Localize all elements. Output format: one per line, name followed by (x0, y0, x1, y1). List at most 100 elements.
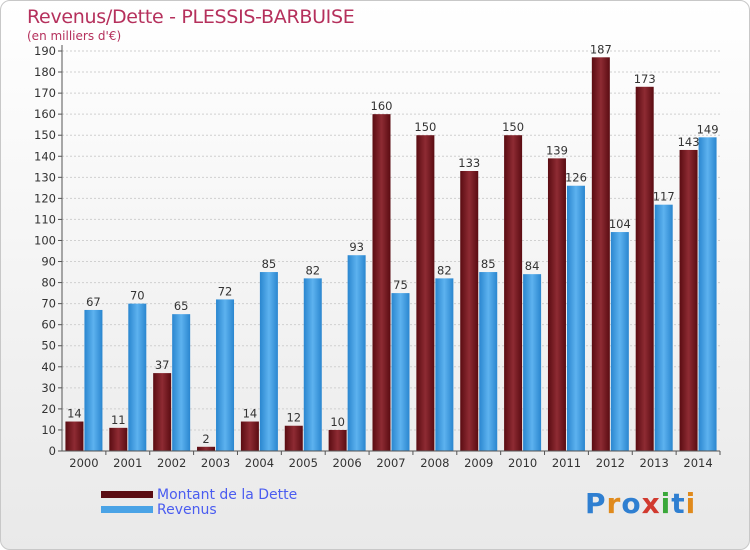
y-tick-label: 70 (41, 297, 56, 311)
data-label: 143 (678, 135, 700, 149)
data-label: 82 (437, 263, 452, 277)
bar-dette (109, 427, 128, 451)
bar-revenus (303, 278, 322, 451)
y-tick-label: 130 (34, 170, 56, 184)
data-label: 126 (565, 171, 587, 185)
y-tick-label: 90 (41, 255, 56, 269)
data-label: 11 (111, 413, 126, 427)
bar-revenus (347, 255, 366, 451)
y-tick-label: 190 (34, 44, 56, 58)
chart-subtitle: (en milliers d'€) (27, 29, 122, 43)
data-label: 173 (634, 72, 656, 86)
bar-revenus (610, 232, 629, 451)
x-tick-label: 2002 (157, 456, 186, 470)
bar-dette (240, 421, 259, 451)
x-tick-label: 2008 (420, 456, 449, 470)
y-tick-label: 40 (41, 360, 56, 374)
x-tick-label: 2010 (508, 456, 537, 470)
x-tick-label: 2004 (245, 456, 274, 470)
data-label: 10 (330, 415, 345, 429)
data-label: 149 (697, 122, 719, 136)
data-label: 93 (349, 240, 364, 254)
y-tick-label: 10 (41, 423, 56, 437)
bar-dette (679, 149, 698, 451)
logo-letter: t (671, 487, 686, 520)
y-tick-label: 120 (34, 191, 56, 205)
bar-revenus (84, 309, 103, 451)
data-label: 65 (174, 299, 189, 313)
proxiti-logo: Proxiti (585, 487, 696, 520)
data-label: 67 (86, 295, 101, 309)
x-tick-label: 2003 (201, 456, 230, 470)
x-tick-label: 2005 (289, 456, 318, 470)
bar-dette (547, 158, 566, 452)
bar-revenus (566, 185, 585, 451)
x-tick-label: 2014 (683, 456, 712, 470)
y-tick-label: 60 (41, 318, 56, 332)
logo-letter: P (585, 487, 607, 520)
data-label: 82 (305, 263, 320, 277)
bar-revenus (435, 278, 454, 451)
y-tick-label: 0 (49, 444, 56, 458)
x-tick-label: 2000 (69, 456, 98, 470)
data-label: 150 (414, 120, 436, 134)
bar-dette (416, 135, 435, 452)
y-tick-label: 50 (41, 339, 56, 353)
bar-revenus (479, 272, 498, 451)
x-tick-label: 2007 (376, 456, 405, 470)
data-label: 133 (458, 156, 480, 170)
data-label: 85 (481, 257, 496, 271)
x-tick-label: 2011 (552, 456, 581, 470)
legend-swatch-revenus (101, 506, 153, 513)
bar-dette (372, 114, 391, 451)
logo-letter: r (606, 487, 622, 520)
bar-revenus (523, 274, 542, 451)
y-tick-label: 140 (34, 149, 56, 163)
bar-dette (197, 446, 216, 451)
data-label: 84 (525, 259, 540, 273)
bar-revenus (128, 303, 147, 451)
chart-title: Revenus/Dette - PLESSIS-BARBUISE (27, 6, 355, 28)
chart-legend: Montant de la Dette Revenus (101, 487, 297, 518)
bar-dette (504, 135, 523, 452)
data-label: 12 (286, 411, 301, 425)
x-tick-label: 2001 (113, 456, 142, 470)
bar-revenus (259, 272, 278, 451)
data-label: 150 (502, 120, 524, 134)
bar-dette (328, 429, 347, 451)
bar-dette (591, 57, 610, 451)
y-tick-label: 20 (41, 402, 56, 416)
legend-swatch-dette (101, 491, 153, 498)
bar-revenus (698, 137, 717, 451)
data-label: 75 (393, 278, 408, 292)
bar-dette (284, 425, 303, 451)
logo-letter: o (621, 487, 642, 520)
bar-revenus (172, 314, 191, 451)
legend-item-dette: Montant de la Dette (101, 487, 297, 503)
y-tick-label: 180 (34, 65, 56, 79)
data-label: 187 (590, 42, 612, 56)
bar-revenus (654, 204, 673, 451)
y-tick-label: 100 (34, 233, 56, 247)
bar-revenus (391, 293, 410, 451)
bar-dette (65, 421, 84, 451)
data-label: 37 (155, 358, 170, 372)
data-label: 85 (262, 257, 277, 271)
legend-item-revenus: Revenus (101, 502, 297, 518)
data-label: 139 (546, 143, 568, 157)
y-tick-label: 110 (34, 212, 56, 226)
data-label: 14 (67, 407, 82, 421)
y-tick-label: 170 (34, 86, 56, 100)
bar-dette (153, 373, 172, 451)
bar-dette (460, 171, 479, 451)
y-tick-label: 80 (41, 276, 56, 290)
data-label: 104 (609, 217, 631, 231)
data-label: 2 (202, 432, 209, 446)
x-tick-label: 2006 (332, 456, 361, 470)
logo-letter: i (685, 487, 697, 520)
logo-letter: x (641, 487, 661, 520)
data-label: 160 (371, 99, 393, 113)
y-tick-label: 160 (34, 107, 56, 121)
